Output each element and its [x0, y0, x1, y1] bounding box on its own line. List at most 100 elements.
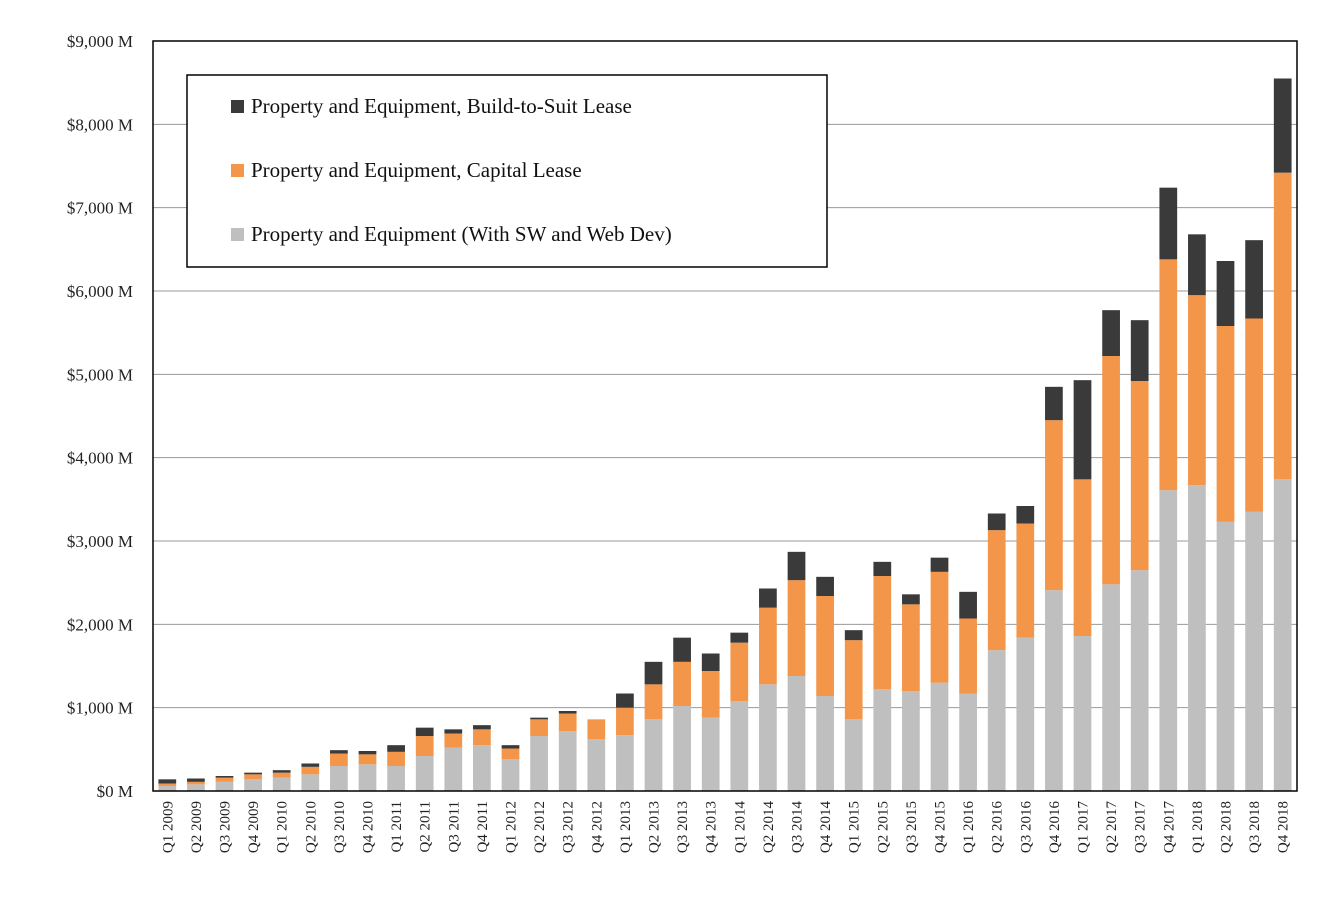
bar-segment [902, 604, 920, 691]
bar-segment [1016, 637, 1035, 791]
bar-segment [187, 781, 205, 785]
x-tick-label: Q4 2009 [246, 801, 262, 853]
bar-segment [930, 571, 949, 683]
bar-segment [987, 650, 1006, 791]
x-tick-label: Q2 2009 [189, 801, 205, 853]
bar-segment [987, 530, 1006, 651]
bar-segment [330, 750, 348, 754]
legend-label: Property and Equipment, Capital Lease [251, 158, 582, 182]
bar-segment [1073, 380, 1092, 480]
bar-segment [759, 607, 777, 685]
bar-segment [215, 776, 234, 778]
bar-segment [244, 779, 262, 791]
x-tick-label: Q4 2012 [589, 801, 605, 853]
bar-segment [272, 777, 291, 791]
y-tick-label: $3,000 M [67, 532, 133, 551]
bar-segment [473, 725, 491, 730]
x-tick-label: Q1 2013 [618, 801, 634, 853]
bar-segment [730, 701, 749, 791]
x-tick-label: Q1 2016 [961, 801, 977, 854]
y-tick-label: $9,000 M [67, 32, 133, 51]
bar-segment [558, 731, 577, 791]
x-tick-label: Q3 2018 [1247, 801, 1263, 853]
x-tick-label: Q2 2011 [418, 801, 434, 853]
bar-segment [272, 770, 291, 773]
bar-segment [1159, 259, 1178, 491]
bar-segment [616, 707, 634, 736]
y-tick-label: $7,000 M [67, 199, 133, 218]
bar-segment [501, 748, 520, 760]
bar-segment [1130, 320, 1149, 381]
bar-segment [959, 591, 977, 619]
bar-segment [959, 693, 977, 791]
bar-segment [387, 751, 405, 766]
bar-segment [1188, 295, 1206, 486]
bar-segment [444, 747, 463, 791]
bar-segment [301, 766, 320, 775]
bar-segment [1045, 590, 1063, 791]
x-tick-label: Q3 2011 [446, 801, 462, 853]
y-tick-label: $8,000 M [67, 115, 133, 134]
x-tick-label: Q3 2016 [1018, 801, 1034, 854]
bar-segment [873, 689, 892, 791]
bar-segment [330, 766, 348, 791]
bar-segment [787, 676, 806, 791]
bar-segment [902, 691, 920, 791]
y-tick-label: $0 M [97, 782, 133, 801]
bar-segment [501, 759, 520, 791]
x-tick-label: Q2 2015 [875, 801, 891, 853]
legend-label: Property and Equipment (With SW and Web … [251, 222, 672, 246]
bars [158, 78, 1292, 791]
x-tick-label: Q4 2014 [818, 801, 834, 854]
bar-segment [816, 576, 834, 596]
plot-frame [152, 40, 1298, 792]
x-tick-label: Q3 2013 [675, 801, 691, 853]
bar-segment [444, 729, 463, 734]
legend-swatch [231, 100, 244, 113]
bar-segment [1102, 310, 1120, 356]
x-tick-label: Q2 2010 [303, 801, 319, 853]
bar-segment [644, 661, 663, 685]
x-tick-label: Q3 2012 [561, 801, 577, 853]
bar-segment [587, 739, 606, 791]
bar-segment [1159, 187, 1178, 260]
bar-segment [558, 711, 577, 714]
bar-segment [1216, 261, 1235, 326]
bar-segment [1016, 506, 1035, 524]
bar-segment [358, 764, 377, 791]
bar-segment [272, 772, 291, 778]
bar-segment [1073, 479, 1092, 636]
legend-label: Property and Equipment, Build-to-Suit Le… [251, 94, 632, 118]
bar-segment [673, 706, 691, 791]
bar-segment [759, 684, 777, 791]
bar-segment [158, 779, 177, 784]
bar-segment [616, 693, 634, 708]
bar-segment [301, 763, 320, 767]
y-tick-label: $4,000 M [67, 449, 133, 468]
bar-segment [330, 753, 348, 766]
y-tick-label: $5,000 M [67, 365, 133, 384]
x-tick-label: Q2 2017 [1104, 801, 1120, 854]
x-tick-label: Q3 2015 [904, 801, 920, 853]
bar-segment [644, 684, 663, 720]
bar-segment [387, 745, 405, 752]
bar-segment [1073, 636, 1092, 791]
bar-segment [616, 735, 634, 791]
bar-segment [158, 783, 177, 786]
bar-segment [1273, 172, 1292, 480]
bar-segment [244, 774, 262, 780]
bar-segment [1130, 381, 1149, 571]
bar-segment [558, 713, 577, 731]
bar-segment [187, 778, 205, 782]
x-tick-label: Q4 2017 [1161, 801, 1177, 854]
bar-segment [301, 774, 320, 791]
x-tick-label: Q3 2009 [218, 801, 234, 853]
bar-segment [244, 772, 262, 775]
bar-segment [816, 596, 834, 696]
bar-segment [530, 719, 548, 736]
bar-segment [673, 661, 691, 706]
bar-segment [1273, 479, 1292, 791]
bar-segment [844, 630, 863, 641]
bar-segment [1188, 234, 1206, 296]
